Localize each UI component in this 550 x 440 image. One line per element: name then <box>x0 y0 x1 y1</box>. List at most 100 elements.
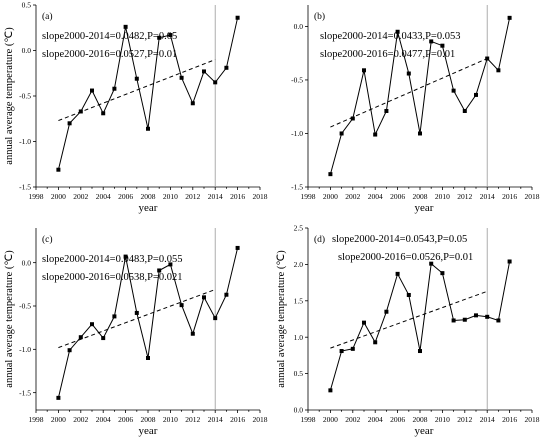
y-axis-title: annual average temperature (℃) <box>4 250 15 388</box>
chart-panel-4: 1998 2000 2002 2004 2006 2008 2010 2012 2014 2016… <box>276 224 540 437</box>
data-point <box>67 348 72 353</box>
slope-annotation: slope2000-2014=0.0543,P=0.05 <box>332 234 467 245</box>
data-point <box>406 71 411 76</box>
x-axis-title: year <box>139 425 158 437</box>
x-tick-label: 1998 <box>301 192 316 201</box>
data-point <box>78 109 83 114</box>
x-axis-title: year <box>139 202 158 214</box>
data-point <box>451 88 456 93</box>
x-tick-label: 2016 <box>502 192 517 201</box>
data-point <box>90 88 94 93</box>
x-tick-label: 2006 <box>390 415 405 424</box>
data-point <box>78 335 83 340</box>
data-point <box>56 395 61 400</box>
x-tick-label: 2018 <box>253 192 268 201</box>
trend-line <box>58 59 216 122</box>
panel-label: (c) <box>42 234 53 245</box>
data-point <box>168 33 173 38</box>
x-tick-label: 2008 <box>413 192 428 201</box>
y-tick-label: -0.5 <box>19 92 31 101</box>
x-tick-label: 2010 <box>163 192 178 201</box>
x-tick-label: 2002 <box>345 192 360 201</box>
x-tick-label: 2006 <box>118 415 133 424</box>
data-point <box>395 271 400 276</box>
data-point <box>395 29 400 34</box>
data-point <box>112 314 117 319</box>
x-tick-label: 2010 <box>435 415 450 424</box>
data-point <box>328 388 333 393</box>
slope-annotation: slope2000-2016=0.0538,P=0.021 <box>42 272 182 283</box>
data-point <box>224 65 229 70</box>
data-point <box>429 261 434 266</box>
x-tick-label: 2000 <box>51 192 66 201</box>
data-point <box>429 39 434 44</box>
x-tick-label: 2014 <box>208 415 223 424</box>
data-point <box>179 303 184 308</box>
data-point <box>384 108 389 113</box>
x-tick-label: 2000 <box>323 415 338 424</box>
panel-label: (b) <box>314 11 325 22</box>
x-tick-label: 2016 <box>230 415 245 424</box>
data-point <box>168 262 173 267</box>
x-tick-label: 2016 <box>230 192 245 201</box>
data-point <box>462 317 467 322</box>
data-point <box>202 69 206 74</box>
x-axis-title: year <box>415 425 434 437</box>
data-point <box>146 356 150 360</box>
y-tick-label: 0.0 <box>294 22 304 31</box>
x-tick-label: 2004 <box>368 415 383 424</box>
data-point <box>101 336 106 341</box>
series-line <box>329 261 511 391</box>
slope-annotation: slope2000-2014=0.0483,P=0.055 <box>42 254 182 265</box>
x-axis-title: year <box>415 202 434 214</box>
data-point <box>418 131 422 136</box>
chart-panel-1: 1998 2000 2002 2004 2006 2008 2010 2012 2014 2016… <box>4 1 268 214</box>
data-point <box>339 349 344 354</box>
y-tick-label: -0.5 <box>291 76 303 85</box>
x-tick-label: 1998 <box>29 415 44 424</box>
x-tick-label: 2010 <box>435 192 450 201</box>
y-axis-title: annual average temperature (℃) <box>276 250 287 388</box>
x-tick-label: 2012 <box>185 192 200 201</box>
data-point <box>157 268 162 273</box>
y-tick-label: 0.0 <box>22 258 32 267</box>
x-tick-label: 2018 <box>525 415 540 424</box>
data-point <box>179 75 184 80</box>
data-point <box>373 340 378 345</box>
data-point <box>451 318 456 323</box>
data-point <box>384 309 389 314</box>
x-tick-label: 2006 <box>390 192 405 201</box>
trend-line <box>330 58 488 128</box>
slope-annotation: slope2000-2016=0.0526,P=0.01 <box>338 252 473 263</box>
data-point <box>146 126 150 131</box>
x-tick-label: 2014 <box>208 192 223 201</box>
data-point <box>224 292 229 297</box>
x-tick-label: 2018 <box>525 192 540 201</box>
data-point <box>202 295 206 300</box>
y-tick-label: -1.5 <box>291 183 303 192</box>
x-tick-label: 2014 <box>480 192 495 201</box>
slope-annotation: slope2000-2014=0.0433,P=0.053 <box>320 31 460 42</box>
data-point <box>496 318 501 323</box>
y-axis-title: annual average temperature (℃) <box>4 27 15 165</box>
y-tick-label: 1.5 <box>294 296 304 305</box>
data-point <box>440 43 445 48</box>
y-tick-label: 0.5 <box>294 369 304 378</box>
series-line <box>57 247 239 399</box>
y-tick-label: -1.5 <box>19 183 31 192</box>
data-point <box>507 15 512 20</box>
x-tick-label: 2008 <box>141 415 156 424</box>
y-tick-label: 0.0 <box>294 406 304 415</box>
x-tick-label: 2008 <box>141 192 156 201</box>
x-tick-label: 2004 <box>368 192 383 201</box>
x-tick-label: 2000 <box>51 415 66 424</box>
x-tick-label: 2010 <box>163 415 178 424</box>
y-tick-label: 2.0 <box>294 260 304 269</box>
data-point <box>418 349 422 354</box>
data-point <box>362 68 366 73</box>
x-tick-label: 2012 <box>185 415 200 424</box>
data-point <box>123 24 128 29</box>
data-point <box>373 132 378 137</box>
data-point <box>157 35 162 40</box>
